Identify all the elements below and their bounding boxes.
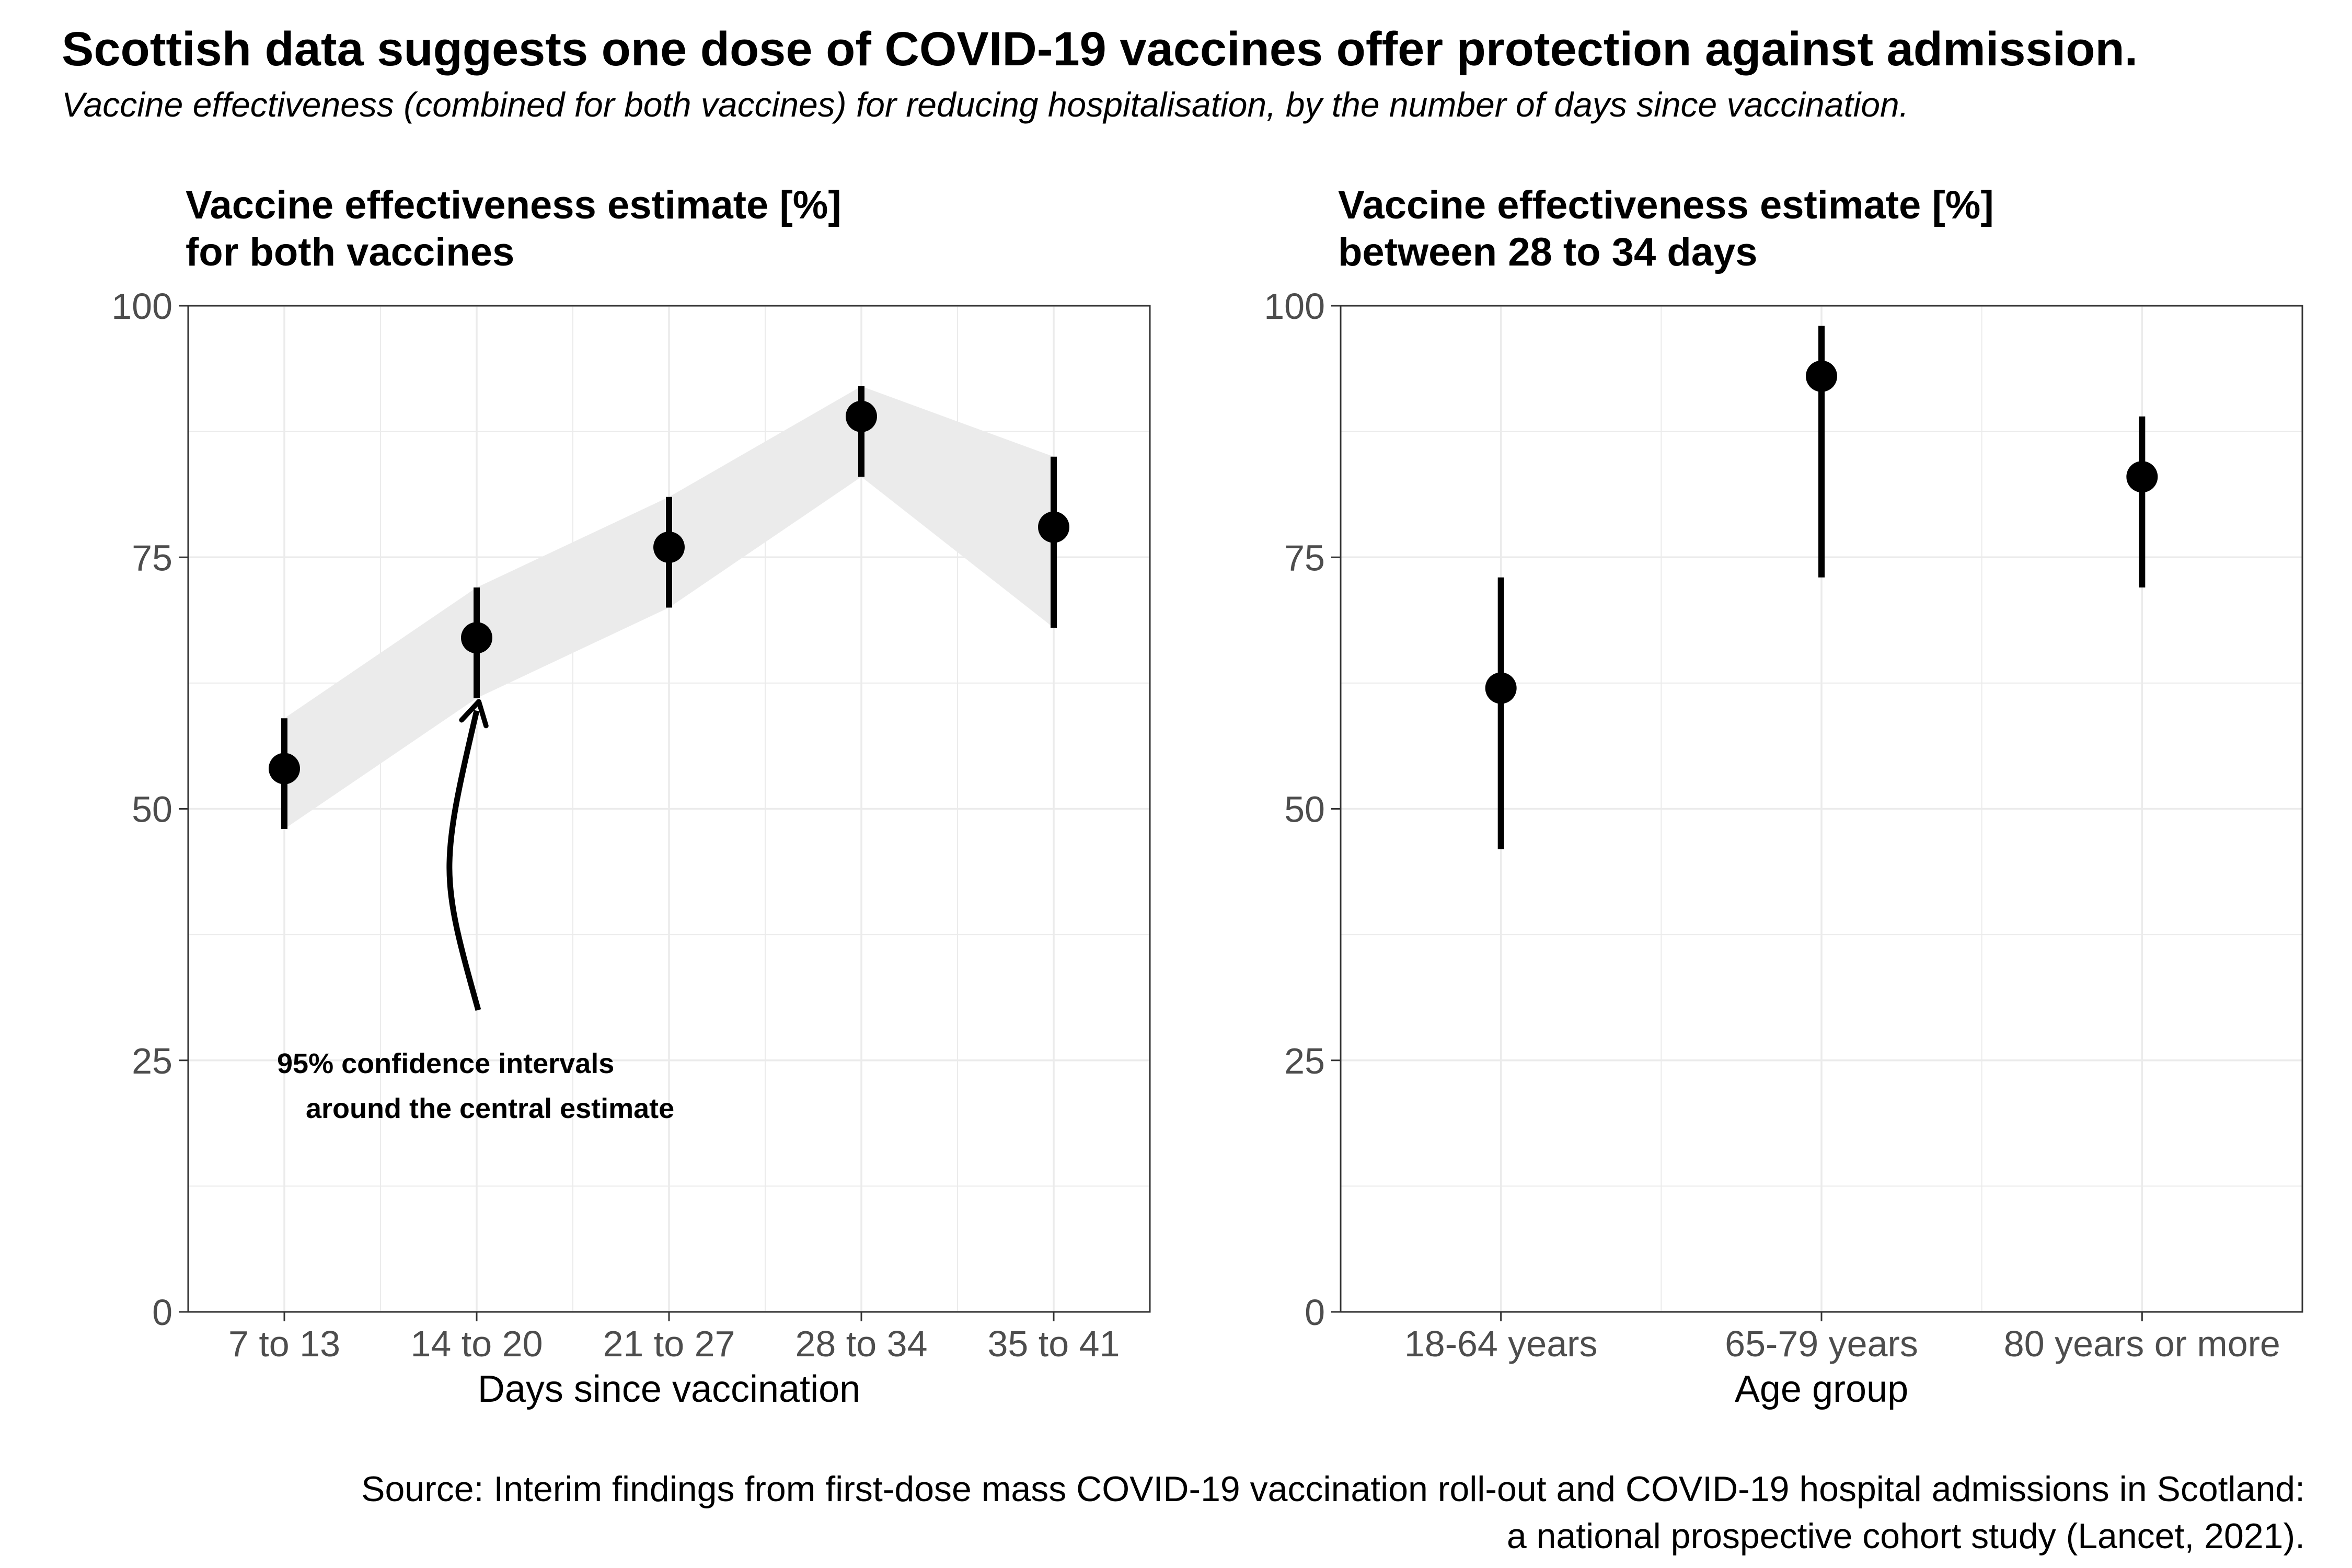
x-tick-label: 18-64 years — [1404, 1323, 1598, 1364]
x-tick-label: 35 to 41 — [988, 1323, 1120, 1364]
y-tick-label: 75 — [1284, 537, 1325, 578]
x-tick-label: 80 years or more — [2004, 1323, 2280, 1364]
annotation-line: 95% confidence intervals — [277, 1048, 614, 1079]
panel-title-line: Vaccine effectiveness estimate [%] — [1338, 183, 1994, 227]
x-axis-title: Age group — [1735, 1368, 1908, 1410]
data-point — [846, 400, 877, 432]
panel-title-line: Vaccine effectiveness estimate [%] — [186, 183, 841, 227]
chart-panel-2: Vaccine effectiveness estimate [%]betwee… — [1264, 183, 2303, 1410]
main-subtitle: Vaccine effectiveness (combined for both… — [62, 85, 1909, 124]
data-point — [1806, 360, 1837, 392]
x-tick-label: 28 to 34 — [795, 1323, 928, 1364]
y-tick-label: 50 — [132, 789, 172, 830]
x-tick-label: 14 to 20 — [411, 1323, 543, 1364]
y-tick-label: 25 — [132, 1041, 172, 1081]
data-point — [269, 753, 300, 785]
chart-panel-1: Vaccine effectiveness estimate [%]for bo… — [111, 183, 1151, 1410]
data-point — [461, 622, 492, 654]
y-tick-label: 25 — [1284, 1041, 1325, 1081]
source-line-2: a national prospective cohort study (Lan… — [1506, 1516, 2305, 1556]
main-title: Scottish data suggests one dose of COVID… — [62, 22, 2138, 76]
y-tick-label: 75 — [132, 537, 172, 578]
y-tick-label: 100 — [111, 286, 172, 327]
data-point — [1038, 511, 1069, 543]
panel-title-line: between 28 to 34 days — [1338, 230, 1758, 274]
data-point — [2126, 461, 2158, 493]
panel-title-line: for both vaccines — [186, 230, 514, 274]
x-tick-label: 21 to 27 — [603, 1323, 735, 1364]
y-tick-label: 50 — [1284, 789, 1325, 830]
x-axis-title: Days since vaccination — [478, 1368, 860, 1410]
annotation-arrow — [446, 699, 489, 1011]
x-tick-label: 65-79 years — [1725, 1323, 1918, 1364]
y-tick-label: 100 — [1264, 286, 1325, 327]
data-point — [1485, 672, 1517, 704]
y-tick-label: 0 — [152, 1292, 172, 1333]
y-tick-label: 0 — [1305, 1292, 1325, 1333]
source-line-1: Source: Interim findings from first-dose… — [361, 1469, 2305, 1509]
annotation-line: around the central estimate — [306, 1093, 674, 1124]
data-point — [653, 532, 685, 563]
x-tick-label: 7 to 13 — [228, 1323, 340, 1364]
